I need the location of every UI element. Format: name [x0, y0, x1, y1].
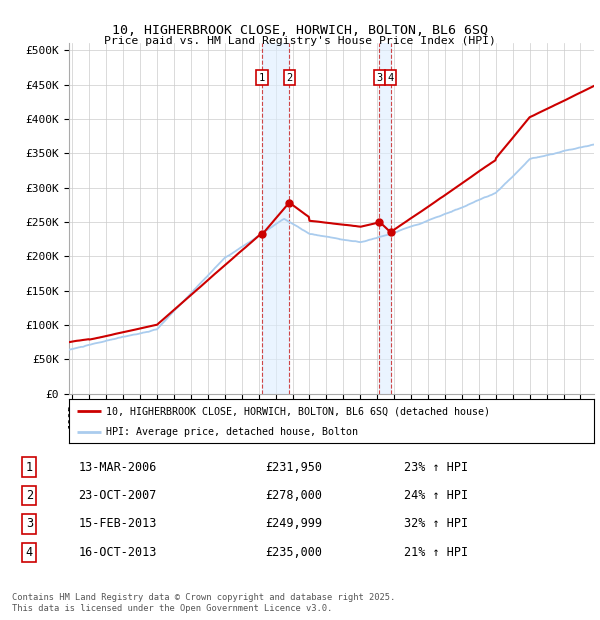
Text: 23% ↑ HPI: 23% ↑ HPI — [404, 461, 468, 474]
Text: £249,999: £249,999 — [265, 518, 322, 531]
Text: 16-OCT-2013: 16-OCT-2013 — [78, 546, 157, 559]
Text: 4: 4 — [26, 546, 33, 559]
Text: Price paid vs. HM Land Registry's House Price Index (HPI): Price paid vs. HM Land Registry's House … — [104, 36, 496, 46]
Text: 23-OCT-2007: 23-OCT-2007 — [78, 489, 157, 502]
Text: £231,950: £231,950 — [265, 461, 322, 474]
Text: 13-MAR-2006: 13-MAR-2006 — [78, 461, 157, 474]
Bar — [379, 43, 391, 394]
Text: 2: 2 — [286, 73, 292, 82]
Bar — [262, 43, 289, 394]
Text: 21% ↑ HPI: 21% ↑ HPI — [404, 546, 468, 559]
Text: £278,000: £278,000 — [265, 489, 322, 502]
Text: 1: 1 — [26, 461, 33, 474]
Text: 10, HIGHERBROOK CLOSE, HORWICH, BOLTON, BL6 6SQ: 10, HIGHERBROOK CLOSE, HORWICH, BOLTON, … — [112, 24, 488, 37]
Text: £235,000: £235,000 — [265, 546, 322, 559]
Text: 10, HIGHERBROOK CLOSE, HORWICH, BOLTON, BL6 6SQ (detached house): 10, HIGHERBROOK CLOSE, HORWICH, BOLTON, … — [106, 406, 490, 416]
Text: 3: 3 — [376, 73, 382, 82]
Text: 24% ↑ HPI: 24% ↑ HPI — [404, 489, 468, 502]
Text: 15-FEB-2013: 15-FEB-2013 — [78, 518, 157, 531]
Text: 3: 3 — [26, 518, 33, 531]
Text: Contains HM Land Registry data © Crown copyright and database right 2025.
This d: Contains HM Land Registry data © Crown c… — [12, 593, 395, 613]
Text: 4: 4 — [388, 73, 394, 82]
Text: 1: 1 — [259, 73, 265, 82]
Text: 2: 2 — [26, 489, 33, 502]
Text: HPI: Average price, detached house, Bolton: HPI: Average price, detached house, Bolt… — [106, 427, 358, 437]
Text: 32% ↑ HPI: 32% ↑ HPI — [404, 518, 468, 531]
